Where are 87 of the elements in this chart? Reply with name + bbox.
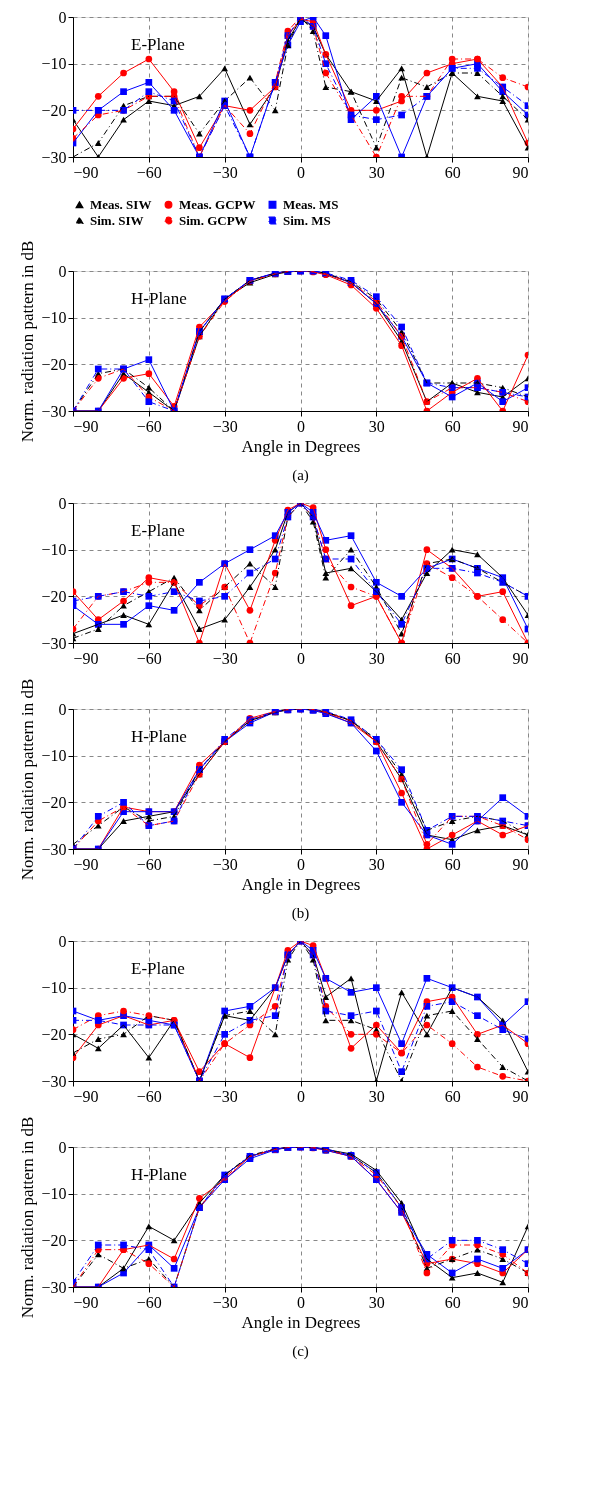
y-tick-label: −10 <box>41 541 67 559</box>
x-tick-label: −60 <box>136 163 162 181</box>
y-tick-label: −10 <box>41 309 67 327</box>
legend-label: Meas. GCPW <box>179 196 256 212</box>
y-axis-title: Norm. radiation pattern in dB <box>18 240 38 443</box>
x-tick-label: −60 <box>136 855 162 873</box>
x-tick-label: 30 <box>368 163 385 181</box>
x-tick-label: −60 <box>136 1293 162 1311</box>
x-tick-label: −90 <box>73 163 99 181</box>
x-tick-label: −30 <box>212 163 238 181</box>
x-tick-label: −90 <box>73 1087 99 1105</box>
x-axis-title: Angle in Degrees <box>241 1312 361 1332</box>
y-tick-label: 0 <box>58 700 67 718</box>
x-tick-label: 0 <box>297 163 305 181</box>
x-tick-label: 90 <box>512 163 529 181</box>
x-tick-label: 30 <box>368 649 385 667</box>
y-tick-label: −10 <box>41 55 67 73</box>
y-tick-label: 0 <box>58 262 67 280</box>
y-tick-label: −20 <box>41 355 67 373</box>
y-tick-label: −20 <box>41 587 67 605</box>
text: (b) <box>291 905 310 922</box>
x-tick-label: 60 <box>444 1087 461 1105</box>
x-tick-label: 90 <box>512 1293 529 1311</box>
x-tick-label: 90 <box>512 649 529 667</box>
y-tick-label: 0 <box>58 8 67 26</box>
x-tick-label: 0 <box>297 855 305 873</box>
x-axis-title: Angle in Degrees <box>241 436 361 456</box>
x-tick-label: 60 <box>444 1293 461 1311</box>
annotation: E-Plane <box>131 521 185 540</box>
y-tick-label: −30 <box>41 148 67 166</box>
x-tick-label: −30 <box>212 649 238 667</box>
y-tick-label: −20 <box>41 1231 67 1249</box>
x-tick-label: −60 <box>136 1087 162 1105</box>
x-tick-label: 60 <box>444 417 461 435</box>
x-tick-label: −60 <box>136 649 162 667</box>
y-tick-label: 0 <box>58 494 67 512</box>
x-tick-label: 90 <box>512 417 529 435</box>
x-tick-label: −30 <box>212 1087 238 1105</box>
x-tick-label: −30 <box>212 417 238 435</box>
legend-label: Sim. GCPW <box>179 212 248 228</box>
y-tick-label: 0 <box>58 932 67 950</box>
x-tick-label: 0 <box>297 417 305 435</box>
x-tick-label: −30 <box>212 855 238 873</box>
annotation: H-Plane <box>131 289 187 308</box>
text: (a) <box>292 467 309 484</box>
x-tick-label: 60 <box>444 855 461 873</box>
annotation: E-Plane <box>131 959 185 978</box>
y-tick-label: −10 <box>41 979 67 997</box>
y-tick-label: −30 <box>41 634 67 652</box>
x-tick-label: −90 <box>73 855 99 873</box>
x-tick-label: 30 <box>368 417 385 435</box>
x-tick-label: −90 <box>73 417 99 435</box>
x-tick-label: −90 <box>73 649 99 667</box>
y-tick-label: −10 <box>41 747 67 765</box>
x-tick-label: 90 <box>512 855 529 873</box>
x-tick-label: 30 <box>368 1087 385 1105</box>
x-tick-label: −60 <box>136 417 162 435</box>
y-tick-label: −20 <box>41 793 67 811</box>
x-tick-label: 0 <box>297 1087 305 1105</box>
y-tick-label: −30 <box>41 840 67 858</box>
y-tick-label: −10 <box>41 1185 67 1203</box>
y-tick-label: −30 <box>41 402 67 420</box>
x-tick-label: 60 <box>444 163 461 181</box>
x-tick-label: 30 <box>368 1293 385 1311</box>
x-tick-label: 0 <box>297 1293 305 1311</box>
x-tick-label: −30 <box>212 1293 238 1311</box>
annotation: E-Plane <box>131 35 185 54</box>
x-tick-label: 90 <box>512 1087 529 1105</box>
legend-label: Meas. SIW <box>90 196 152 212</box>
annotation: H-Plane <box>131 727 187 746</box>
y-axis-title: Norm. radiation pattern in dB <box>18 678 38 881</box>
x-tick-label: 0 <box>297 649 305 667</box>
annotation: H-Plane <box>131 1165 187 1184</box>
x-tick-label: 60 <box>444 649 461 667</box>
y-tick-label: −30 <box>41 1072 67 1090</box>
x-axis-title: Angle in Degrees <box>241 874 361 894</box>
y-tick-label: −20 <box>41 1025 67 1043</box>
x-tick-label: 30 <box>368 855 385 873</box>
text: (c) <box>292 1343 309 1360</box>
x-tick-label: −90 <box>73 1293 99 1311</box>
y-axis-title: Norm. radiation pattern in dB <box>18 1116 38 1319</box>
legend-label: Meas. MS <box>283 196 339 212</box>
legend-label: Sim. MS <box>283 212 331 228</box>
legend-label: Sim. SIW <box>90 212 144 228</box>
y-tick-label: −30 <box>41 1278 67 1296</box>
y-tick-label: 0 <box>58 1138 67 1156</box>
y-tick-label: −20 <box>41 101 67 119</box>
